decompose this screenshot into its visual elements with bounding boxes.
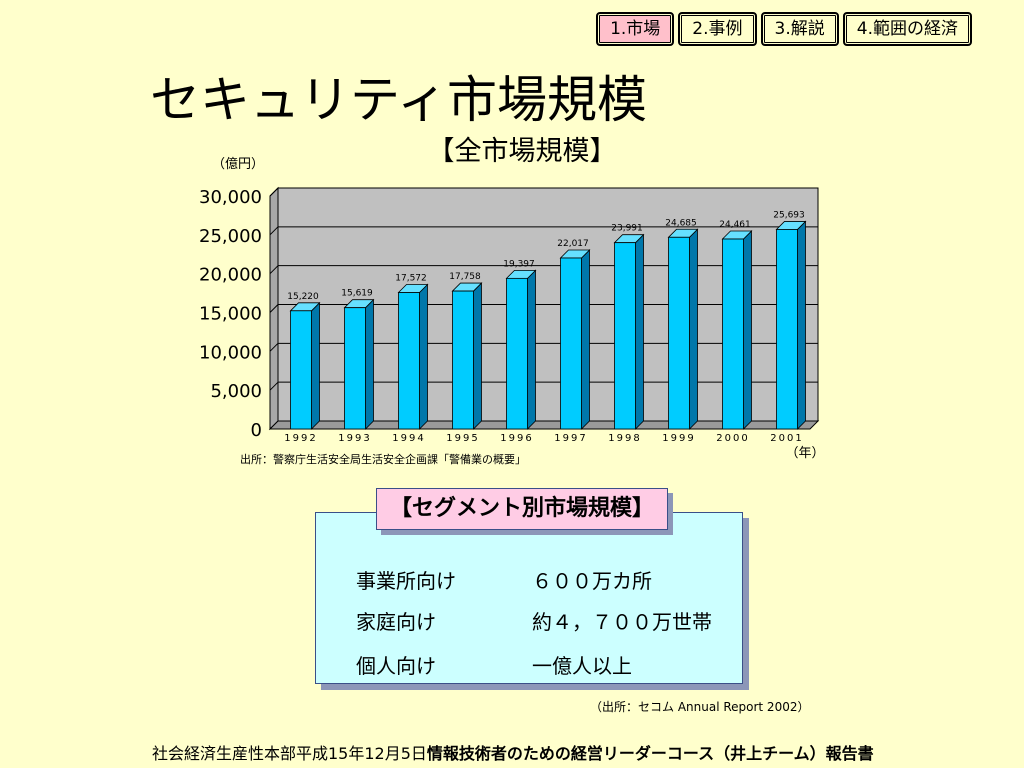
y-tick-label: 15,000 — [199, 304, 262, 325]
x-tick-label: 1993 — [338, 433, 371, 444]
data-label: 23,991 — [611, 224, 643, 234]
bar-side — [743, 230, 752, 430]
segment-label: 家庭向け — [356, 610, 436, 634]
tab-economy-of-scope[interactable]: 4.範囲の経済 — [842, 12, 972, 46]
y-tick-label: 5,000 — [210, 381, 262, 402]
data-label: 17,758 — [449, 272, 481, 282]
tab-explanation[interactable]: 3.解説 — [760, 12, 839, 46]
x-tick-label: 1994 — [392, 433, 425, 444]
segment-source: （出所：セコム Annual Report 2002） — [590, 700, 810, 714]
gridline-side — [269, 304, 279, 313]
bar — [614, 242, 636, 430]
data-label: 19,397 — [503, 259, 535, 269]
segment-value: 一億人以上 — [532, 654, 632, 678]
bar — [776, 229, 798, 430]
bar — [722, 238, 744, 430]
x-tick-label: 1998 — [608, 433, 641, 444]
segment-box — [315, 512, 743, 684]
bar-side — [527, 269, 536, 430]
gridline-side — [269, 226, 279, 236]
bar-side — [473, 282, 482, 430]
x-tick-label: 1996 — [500, 433, 533, 444]
y-tick-label: 0 — [251, 420, 262, 441]
bar — [452, 290, 474, 430]
tab-market[interactable]: 1.市場 — [596, 12, 675, 46]
nav-tabs: 1.市場 2.事例 3.解説 4.範囲の経済 — [596, 12, 972, 46]
bar-side — [689, 228, 698, 430]
gridline-side — [269, 342, 279, 352]
page-title: セキュリティ市場規模 — [150, 71, 647, 129]
bar-side — [635, 233, 644, 430]
data-label: 24,685 — [665, 218, 697, 228]
footer-date: 社会経済生産性本部平成15年12月5日 — [152, 744, 427, 763]
y-tick-label: 25,000 — [199, 226, 262, 247]
data-label: 15,619 — [341, 289, 373, 299]
gridline-side — [269, 187, 279, 197]
bar — [506, 277, 528, 430]
x-tick-label: 2000 — [716, 433, 749, 444]
x-axis-label: （年） — [785, 446, 824, 461]
x-tick-label: 1995 — [446, 433, 479, 444]
segment-value: ６００万カ所 — [532, 569, 652, 593]
footer: 社会経済生産性本部平成15年12月5日情報技術者のための経営リーダーコース（井上… — [152, 740, 874, 764]
segment-row-home: 家庭向け 約４，７００万世帯 — [356, 606, 712, 635]
segment-label: 個人向け — [356, 654, 436, 678]
y-axis-label: （億円） — [212, 156, 264, 172]
bar-side — [311, 301, 320, 430]
y-tick-label: 30,000 — [199, 187, 262, 208]
chart-source: 出所：警察庁生活安全局生活安全企画課「警備業の概要」 — [240, 453, 526, 466]
data-label: 22,017 — [557, 239, 589, 249]
data-label: 15,220 — [287, 292, 319, 302]
tab-cases[interactable]: 2.事例 — [678, 12, 757, 46]
x-tick-label: 1999 — [662, 433, 695, 444]
gridline-side — [269, 381, 279, 391]
y-tick-label: 20,000 — [199, 265, 262, 286]
bar — [290, 310, 312, 430]
data-label: 24,461 — [719, 220, 751, 230]
bar — [398, 292, 420, 430]
bar — [344, 307, 366, 430]
x-tick-label: 1992 — [284, 433, 317, 444]
bar — [668, 236, 690, 430]
gridline-side — [269, 265, 279, 275]
segment-row-office: 事業所向け ６００万カ所 — [356, 565, 652, 594]
bar-side — [365, 298, 374, 430]
chart-title: 【全市場規模】 — [428, 136, 617, 167]
y-tick-label: 10,000 — [199, 342, 262, 363]
bar-side — [581, 249, 590, 430]
market-size-chart: 【全市場規模】 （億円） （年） 0 5,000 10,000 15,000 20,000 25… — [199, 136, 824, 461]
segment-value: 約４，７００万世帯 — [532, 610, 712, 634]
segment-title: 【セグメント別市場規模】 — [376, 488, 668, 530]
bar — [560, 257, 582, 430]
bar-side — [419, 283, 428, 430]
x-tick-label: 2001 — [770, 433, 803, 444]
footer-report-title: 情報技術者のための経営リーダーコース（井上チーム）報告書 — [426, 744, 874, 763]
data-label: 17,572 — [395, 274, 427, 284]
segment-row-personal: 個人向け 一億人以上 — [356, 650, 632, 679]
bar-side — [797, 220, 806, 430]
x-tick-label: 1997 — [554, 433, 587, 444]
data-label: 25,693 — [773, 210, 805, 220]
segment-label: 事業所向け — [356, 569, 456, 593]
